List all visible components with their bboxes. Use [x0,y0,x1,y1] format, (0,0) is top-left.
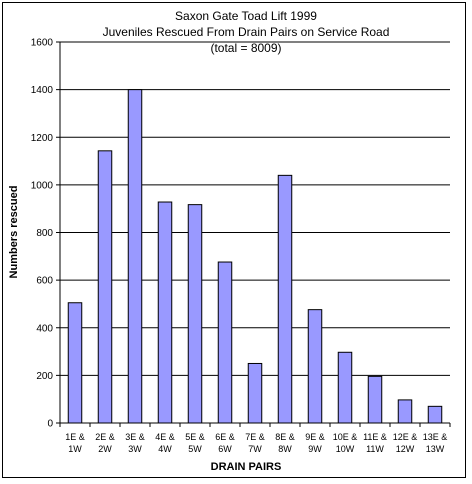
x-tick-label: 1E & [65,432,85,442]
x-tick-label: 8W [278,444,292,454]
bar [247,362,263,424]
x-tick-label: 6E & [215,432,235,442]
x-tick-label: 11E & [363,432,387,442]
x-tick-label: 7E & [245,432,265,442]
x-tick-label: 10W [336,444,355,454]
x-tick-label: 9E & [305,432,325,442]
x-tick-label: 3E & [125,432,145,442]
chart-title-line: (total = 8009) [210,41,281,55]
bar [277,174,293,424]
axes [56,41,451,427]
x-tick-label: 5E & [185,432,205,442]
x-tick-label: 1W [68,444,82,454]
y-axis-title: Numbers rescued [8,186,20,279]
x-tick-label: 4E & [155,432,175,442]
bar [187,204,203,424]
bar [67,302,83,424]
gridlines [60,41,450,376]
bar [217,261,233,424]
x-tick-label: 7W [248,444,262,454]
x-tick-label: 5W [188,444,202,454]
y-tick-label: 200 [36,371,53,382]
x-tick-label: 4W [158,444,172,454]
x-tick-label: 6W [218,444,232,454]
bar [127,89,143,424]
chart-title-line: Saxon Gate Toad Lift 1999 [175,9,317,23]
bar [367,375,383,424]
x-tick-label: 12E & [393,432,418,442]
y-tick-label: 1200 [31,133,54,144]
x-tick-label: 10E & [333,432,358,442]
x-tick-label: 12W [396,444,415,454]
bar [307,309,323,424]
x-tick-label: 3W [128,444,142,454]
bar [157,201,173,424]
y-tick-label: 0 [47,419,53,430]
chart-title: Saxon Gate Toad Lift 1999 Juveniles Rescu… [103,9,390,55]
bars [67,89,443,424]
bar [337,351,353,424]
y-tick-label: 1400 [31,85,54,96]
x-tick-label: 9W [308,444,322,454]
x-tick-label: 2W [98,444,112,454]
y-tick-labels: 0 200 400 600 800 1000 1200 1400 1600 [31,38,54,430]
x-tick-label: 2E & [95,432,115,442]
bar [427,405,443,424]
x-tick-label: 8E & [275,432,295,442]
y-tick-label: 600 [36,276,53,287]
y-tick-label: 1600 [31,38,54,49]
chart-title-line: Juveniles Rescued From Drain Pairs on Se… [103,25,390,39]
x-tick-label: 11W [366,444,384,454]
x-tick-label: 13E & [423,432,448,442]
y-tick-label: 1000 [31,180,54,191]
bar [97,150,113,424]
bar [397,399,413,424]
x-axis-title: DRAIN PAIRS [211,461,282,473]
y-tick-label: 400 [36,323,53,334]
y-tick-label: 800 [36,228,53,239]
x-tick-labels: 1E & 1W 2E & 2W 3E & 3W 4E & 4W 5E & 5W 6E & 6W 7E &… [65,432,447,454]
x-tick-label: 13W [426,444,445,454]
